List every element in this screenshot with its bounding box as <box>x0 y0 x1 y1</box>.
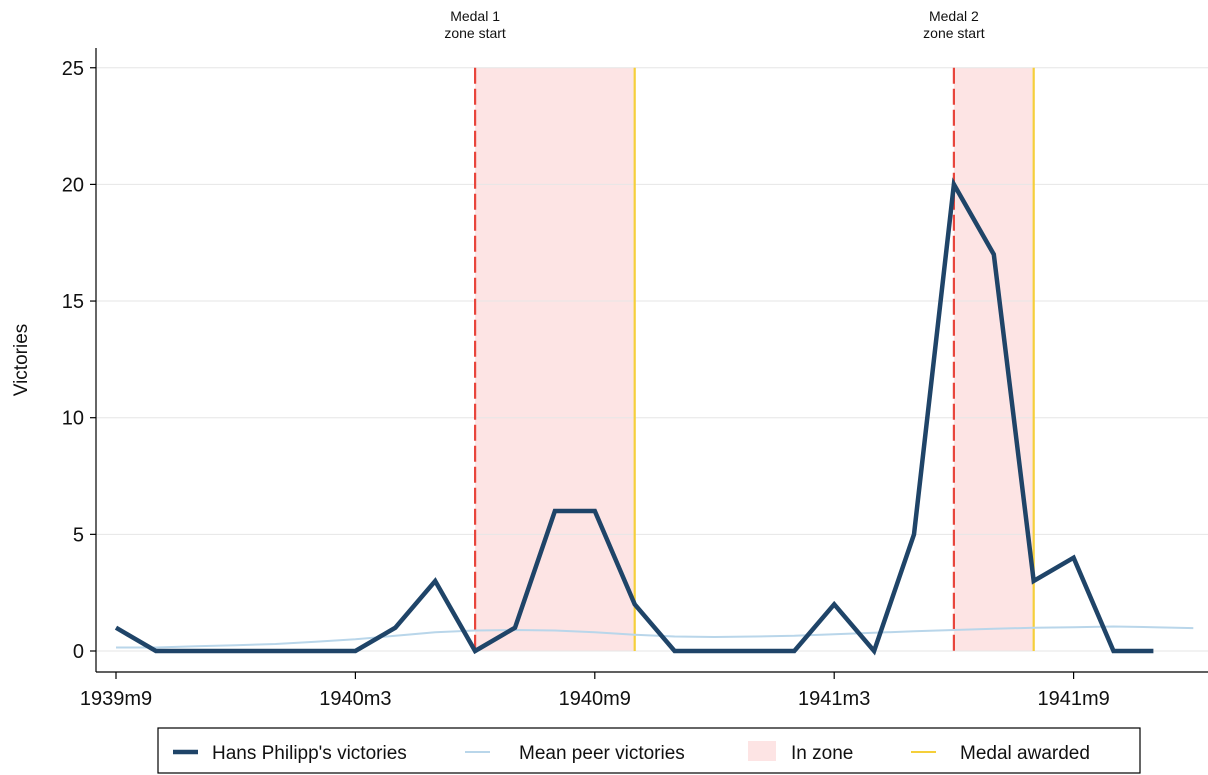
zone-annotation-1-line-1: Medal 1 <box>450 8 500 24</box>
zone-annotation-2-line-1: Medal 2 <box>929 8 979 24</box>
zone-band-1 <box>475 67 635 651</box>
axes-layer: 0 5 10 15 20 25 1939m9 1940m3 1940m9 1941m3 1941m9 <box>62 48 1208 710</box>
series-line-2 <box>116 625 1194 649</box>
y-tick-label-20: 20 <box>62 174 84 196</box>
y-tick-label-25: 25 <box>62 58 84 80</box>
y-axis-title: Victories <box>11 324 32 397</box>
x-tick-label-1939m9: 1939m9 <box>80 688 152 710</box>
zone-annotation-2-line-2: zone start <box>923 25 985 41</box>
y-tick-label-0: 0 <box>73 641 84 663</box>
zone-lines-layer <box>474 67 1035 651</box>
legend-label-2: Mean peer victories <box>519 743 685 764</box>
series-layer <box>114 177 1194 656</box>
x-tick-label-1941m3: 1941m3 <box>798 688 870 710</box>
y-tick-label-15: 15 <box>62 291 84 313</box>
legend-label-3: In zone <box>791 743 853 764</box>
zone-annotation-1-line-2: zone start <box>444 25 506 41</box>
series-line-1 <box>114 177 1154 656</box>
zones-layer <box>475 67 1034 651</box>
y-tick-label-10: 10 <box>62 408 84 430</box>
x-tick-label-1940m3: 1940m3 <box>319 688 391 710</box>
legend: Hans Philipp's victories Mean peer victor… <box>157 727 1141 774</box>
x-tick-label-1940m9: 1940m9 <box>559 688 631 710</box>
zone-band-2 <box>953 67 1034 651</box>
y-tick-label-5: 5 <box>73 524 84 546</box>
legend-label-4: Medal awarded <box>960 743 1090 764</box>
legend-box <box>157 727 1141 774</box>
legend-label-1: Hans Philipp's victories <box>212 743 407 764</box>
legend-swatch-3 <box>748 741 776 761</box>
grid-layer <box>96 67 1208 652</box>
x-tick-label-1941m9: 1941m9 <box>1037 688 1109 710</box>
